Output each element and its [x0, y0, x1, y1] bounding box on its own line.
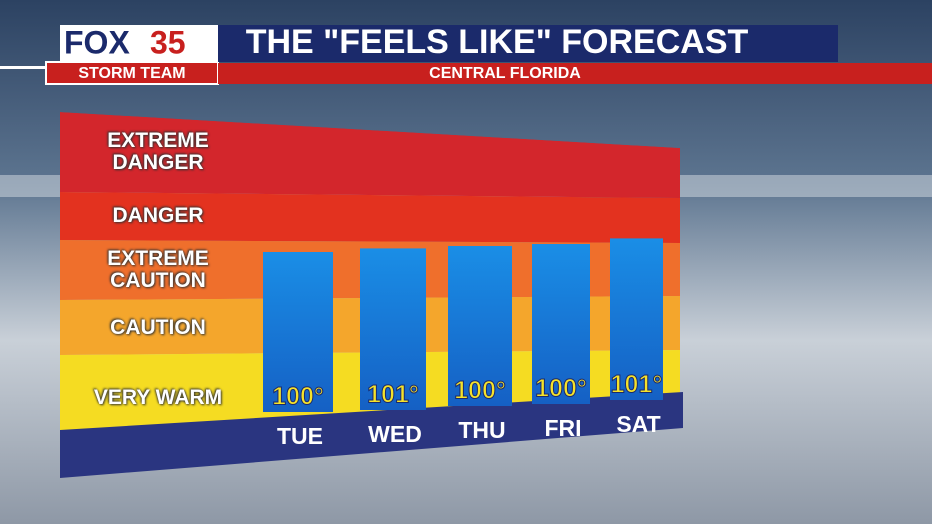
zone-label: VERY WARM	[93, 385, 223, 409]
bars: 100° TUE 101° WED 100° THU 100° FRI 101° SAT	[263, 238, 663, 449]
chart-title: THE "FEELS LIKE" FORECAST	[246, 23, 749, 61]
title-bar	[218, 25, 838, 62]
zone-label: EXTREME DANGER	[107, 129, 209, 174]
zone-band	[60, 112, 680, 198]
base	[60, 392, 683, 478]
chart-subtitle: CENTRAL FLORIDA	[429, 65, 581, 82]
zone-label: CAUTION	[110, 315, 206, 339]
logo-team: STORM TEAM	[78, 65, 185, 82]
bar	[532, 244, 590, 404]
category-label: WED	[368, 421, 422, 447]
subtitle-bar	[218, 63, 932, 84]
logo-brand: FOX	[64, 24, 130, 60]
value-label: 101°	[367, 381, 419, 409]
value-label: 100°	[272, 383, 324, 411]
bar	[263, 252, 333, 412]
value-label: 100°	[454, 377, 506, 405]
category-label: FRI	[544, 415, 581, 441]
bar	[448, 246, 512, 406]
logo-channel: 35	[150, 24, 186, 60]
rule	[0, 66, 60, 69]
zone-label: DANGER	[112, 204, 204, 227]
value-label: 101°	[611, 371, 663, 399]
zone-band	[60, 192, 680, 243]
value-label: 100°	[535, 375, 587, 403]
category-label: TUE	[277, 423, 323, 449]
logo-box	[60, 25, 218, 62]
category-label: SAT	[616, 411, 660, 437]
category-label: THU	[458, 417, 505, 443]
zone-label: EXTREME CAUTION	[107, 247, 209, 292]
bar	[610, 238, 663, 400]
bar	[360, 248, 426, 410]
